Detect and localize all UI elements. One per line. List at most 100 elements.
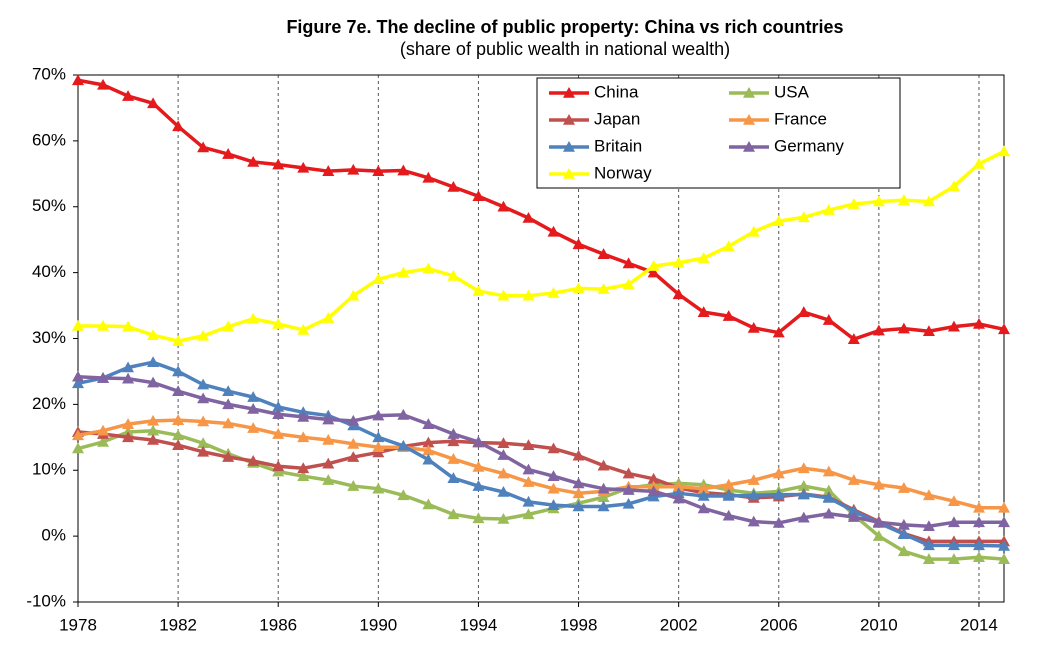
data-point xyxy=(697,502,710,514)
data-point xyxy=(897,194,910,205)
data-point xyxy=(472,460,485,472)
data-point xyxy=(547,482,560,494)
data-point xyxy=(247,455,260,466)
data-point xyxy=(998,553,1010,564)
data-point xyxy=(947,320,960,332)
data-point xyxy=(897,518,910,530)
data-point xyxy=(422,498,435,510)
legend-marker xyxy=(563,87,575,98)
data-point xyxy=(672,480,685,492)
data-point xyxy=(522,289,535,301)
legend-label: China xyxy=(594,82,639,101)
data-point xyxy=(322,433,335,445)
data-point xyxy=(422,262,435,274)
legend-box xyxy=(536,77,901,189)
data-point xyxy=(622,484,635,495)
x-tick-label: 1994 xyxy=(460,615,498,634)
data-point xyxy=(322,165,335,176)
data-point xyxy=(197,329,210,341)
x-tick-label: 2014 xyxy=(960,615,998,634)
data-point xyxy=(272,401,285,412)
data-point xyxy=(972,157,985,169)
data-point xyxy=(822,507,835,519)
y-tick-label: 70% xyxy=(32,64,66,83)
data-point xyxy=(897,322,910,334)
data-point xyxy=(122,90,135,101)
data-point xyxy=(322,312,335,323)
data-point xyxy=(147,329,160,341)
data-point xyxy=(797,306,810,317)
data-point xyxy=(572,282,585,294)
data-point xyxy=(622,467,635,479)
legend-label: Norway xyxy=(594,163,652,182)
x-tick-label: 1998 xyxy=(560,615,598,634)
data-point xyxy=(297,470,310,481)
data-point xyxy=(747,321,760,333)
data-point xyxy=(397,164,410,176)
series-line xyxy=(78,149,1005,343)
data-point xyxy=(347,437,360,449)
data-point xyxy=(747,225,760,237)
series-line xyxy=(77,418,1004,510)
data-point xyxy=(372,165,385,176)
data-point xyxy=(272,158,285,170)
data-point xyxy=(447,435,460,447)
data-point xyxy=(72,377,84,389)
data-point xyxy=(647,260,660,271)
data-point xyxy=(297,462,310,474)
data-point xyxy=(647,266,660,278)
data-point xyxy=(522,508,535,520)
data-point xyxy=(247,155,260,167)
data-point xyxy=(247,312,260,324)
data-point xyxy=(472,435,485,447)
data-point xyxy=(347,414,360,426)
data-point xyxy=(522,476,535,487)
data-point xyxy=(322,413,335,425)
data-point xyxy=(347,480,360,491)
data-point xyxy=(547,287,560,298)
data-point xyxy=(722,240,735,252)
data-point xyxy=(772,488,785,500)
data-point xyxy=(172,385,185,396)
data-point xyxy=(998,145,1010,157)
data-point xyxy=(97,435,110,447)
y-tick-label: 50% xyxy=(32,196,66,215)
series-line xyxy=(77,360,1005,548)
data-point xyxy=(172,414,185,425)
data-point xyxy=(497,485,510,497)
data-point xyxy=(397,439,410,451)
data-point xyxy=(72,442,84,454)
data-point xyxy=(972,318,985,329)
legend-marker xyxy=(743,141,755,152)
data-point xyxy=(672,492,685,504)
data-point xyxy=(847,198,860,209)
data-point xyxy=(972,551,985,563)
data-point xyxy=(597,459,610,471)
data-point xyxy=(222,451,235,462)
data-point xyxy=(347,451,360,462)
data-point xyxy=(322,474,335,485)
data-point xyxy=(297,431,310,443)
data-point xyxy=(797,511,810,523)
data-point xyxy=(172,365,185,377)
data-point xyxy=(972,501,985,513)
data-point xyxy=(472,285,485,296)
data-point xyxy=(697,482,710,494)
y-tick-label: 60% xyxy=(32,130,66,149)
data-point xyxy=(897,528,910,539)
data-point xyxy=(797,488,810,500)
data-point xyxy=(547,442,560,454)
data-point xyxy=(222,148,235,159)
data-point xyxy=(272,428,285,439)
data-point xyxy=(622,497,635,509)
data-point xyxy=(372,441,385,452)
data-point xyxy=(747,489,760,501)
data-point xyxy=(147,97,160,109)
data-point xyxy=(822,484,835,496)
data-point xyxy=(147,433,160,445)
legend-label: Japan xyxy=(594,109,640,128)
legend: China USA Japan France Britain Germany Norway xyxy=(536,77,901,189)
data-point xyxy=(347,289,360,301)
data-point xyxy=(572,477,585,489)
x-tick-label: 1986 xyxy=(259,615,297,634)
